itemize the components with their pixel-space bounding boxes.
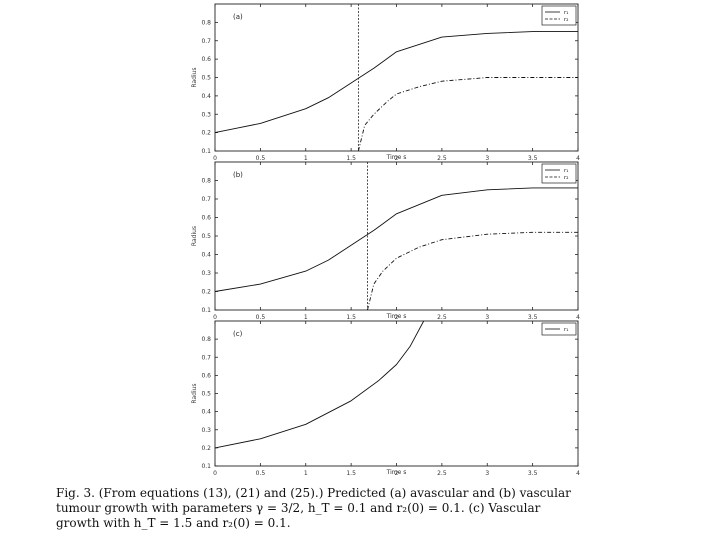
y-tick-label: 0.6 bbox=[201, 56, 211, 63]
y-tick-label: 0.1 bbox=[201, 463, 211, 470]
x-tick-label: 0.5 bbox=[256, 155, 266, 162]
y-tick-label: 0.4 bbox=[201, 252, 211, 259]
x-tick-label: 2.5 bbox=[437, 155, 447, 162]
caption-line-1: Fig. 3. (From equations (13), (21) and (… bbox=[56, 486, 571, 500]
x-tick-label: 3 bbox=[485, 155, 489, 162]
y-tick-label: 0.7 bbox=[201, 38, 211, 45]
x-tick-label: 1 bbox=[304, 155, 308, 162]
y-tick-label: 0.6 bbox=[201, 372, 211, 379]
x-tick-label: 3.5 bbox=[528, 470, 538, 477]
series-line-1 bbox=[214, 187, 578, 292]
chart-panel-2: 0 0.5 1 1.5 2 2.5 3 3.5 4 0.1 0.2 0.3 0.4 0.5 0.6 0.7 0.… bbox=[191, 161, 580, 321]
chart-panel-3: 0 0.5 1 1.5 2 2.5 3 3.5 4 0.1 0.2 0.3 0.4 0.5 0.6 0.7 0.… bbox=[191, 320, 580, 477]
y-tick-label: 0.2 bbox=[201, 289, 211, 296]
x-tick-label: 2 bbox=[395, 470, 399, 477]
x-tick-label: 4 bbox=[576, 470, 580, 477]
y-tick-label: 0.5 bbox=[201, 75, 211, 82]
legend: r₁ bbox=[541, 322, 577, 336]
x-tick-label: 1.5 bbox=[346, 470, 356, 477]
x-tick-label: 0 bbox=[213, 155, 217, 162]
y-tick-label: 0.4 bbox=[201, 93, 211, 100]
x-tick-label: 3.5 bbox=[528, 314, 538, 321]
x-tick-label: 1.5 bbox=[346, 155, 356, 162]
x-tick-label: 0 bbox=[213, 314, 217, 321]
x-axis-label: Time s bbox=[386, 469, 407, 476]
legend-label: r₁ bbox=[564, 10, 568, 16]
x-tick-label: 0.5 bbox=[256, 470, 266, 477]
legend-box bbox=[541, 163, 577, 184]
y-tick-label: 0.3 bbox=[201, 111, 211, 118]
y-tick-label: 0.7 bbox=[201, 354, 211, 361]
y-tick-label: 0.3 bbox=[201, 427, 211, 434]
caption-line-3: growth with h_T = 1.5 and r₂(0) = 0.1. bbox=[56, 516, 291, 530]
x-tick-label: 0 bbox=[213, 470, 217, 477]
panel-label: (b) bbox=[233, 171, 243, 179]
x-tick-label: 4 bbox=[576, 155, 580, 162]
y-tick-label: 0.7 bbox=[201, 196, 211, 203]
y-tick-label: 0.8 bbox=[201, 19, 211, 26]
y-tick-label: 0.5 bbox=[201, 233, 211, 240]
x-axis-label: Time s bbox=[386, 154, 407, 161]
legend-label: r₂ bbox=[564, 17, 568, 23]
x-tick-label: 0.5 bbox=[256, 314, 266, 321]
axes-frame bbox=[214, 161, 579, 311]
panel-label: (a) bbox=[233, 13, 243, 21]
axes-frame bbox=[214, 320, 579, 467]
x-tick-label: 1.5 bbox=[346, 314, 356, 321]
x-tick-label: 1 bbox=[304, 470, 308, 477]
y-tick-label: 0.2 bbox=[201, 445, 211, 452]
y-tick-label: 0.3 bbox=[201, 270, 211, 277]
y-axis-label: Radius bbox=[191, 226, 198, 246]
x-axis-label: Time s bbox=[386, 313, 407, 320]
x-tick-label: 2 bbox=[395, 314, 399, 321]
y-tick-label: 0.6 bbox=[201, 215, 211, 222]
x-tick-label: 1 bbox=[304, 314, 308, 321]
legend-label: r₂ bbox=[564, 175, 568, 181]
x-tick-label: 2.5 bbox=[437, 470, 447, 477]
x-tick-label: 2 bbox=[395, 155, 399, 162]
chart-panel-1: 0 0.5 1 1.5 2 2.5 3 3.5 4 0.1 0.2 0.3 0.4 0.5 0.6 0.7 0.… bbox=[191, 3, 580, 162]
figure-caption: Fig. 3. (From equations (13), (21) and (… bbox=[56, 486, 716, 531]
figure: 0 0.5 1 1.5 2 2.5 3 3.5 4 0.1 0.2 0.3 0.4 0.5 0.6 0.7 0.… bbox=[191, 3, 580, 477]
y-tick-label: 0.1 bbox=[201, 148, 211, 155]
legend-label: r₁ bbox=[564, 327, 568, 333]
x-tick-label: 3 bbox=[485, 470, 489, 477]
y-tick-label: 0.4 bbox=[201, 409, 211, 416]
x-tick-label: 3.5 bbox=[528, 155, 538, 162]
y-tick-label: 0.1 bbox=[201, 307, 211, 314]
series-line-2 bbox=[357, 77, 578, 152]
y-axis-label: Radius bbox=[191, 383, 198, 403]
legend-box bbox=[541, 5, 577, 26]
x-tick-label: 2.5 bbox=[437, 314, 447, 321]
panel-label: (c) bbox=[233, 330, 243, 338]
y-tick-label: 0.2 bbox=[201, 130, 211, 137]
series-line-1 bbox=[214, 31, 578, 134]
series-line-2 bbox=[367, 231, 578, 311]
x-tick-label: 4 bbox=[576, 314, 580, 321]
series-line-1 bbox=[214, 320, 425, 449]
y-tick-label: 0.8 bbox=[201, 336, 211, 343]
y-axis-label: Radius bbox=[191, 67, 198, 87]
y-tick-label: 0.5 bbox=[201, 391, 211, 398]
caption-line-2: tumour growth with parameters γ = 3/2, h… bbox=[56, 501, 541, 515]
legend-label: r₁ bbox=[564, 168, 568, 174]
y-tick-label: 0.8 bbox=[201, 178, 211, 185]
x-tick-label: 3 bbox=[485, 314, 489, 321]
